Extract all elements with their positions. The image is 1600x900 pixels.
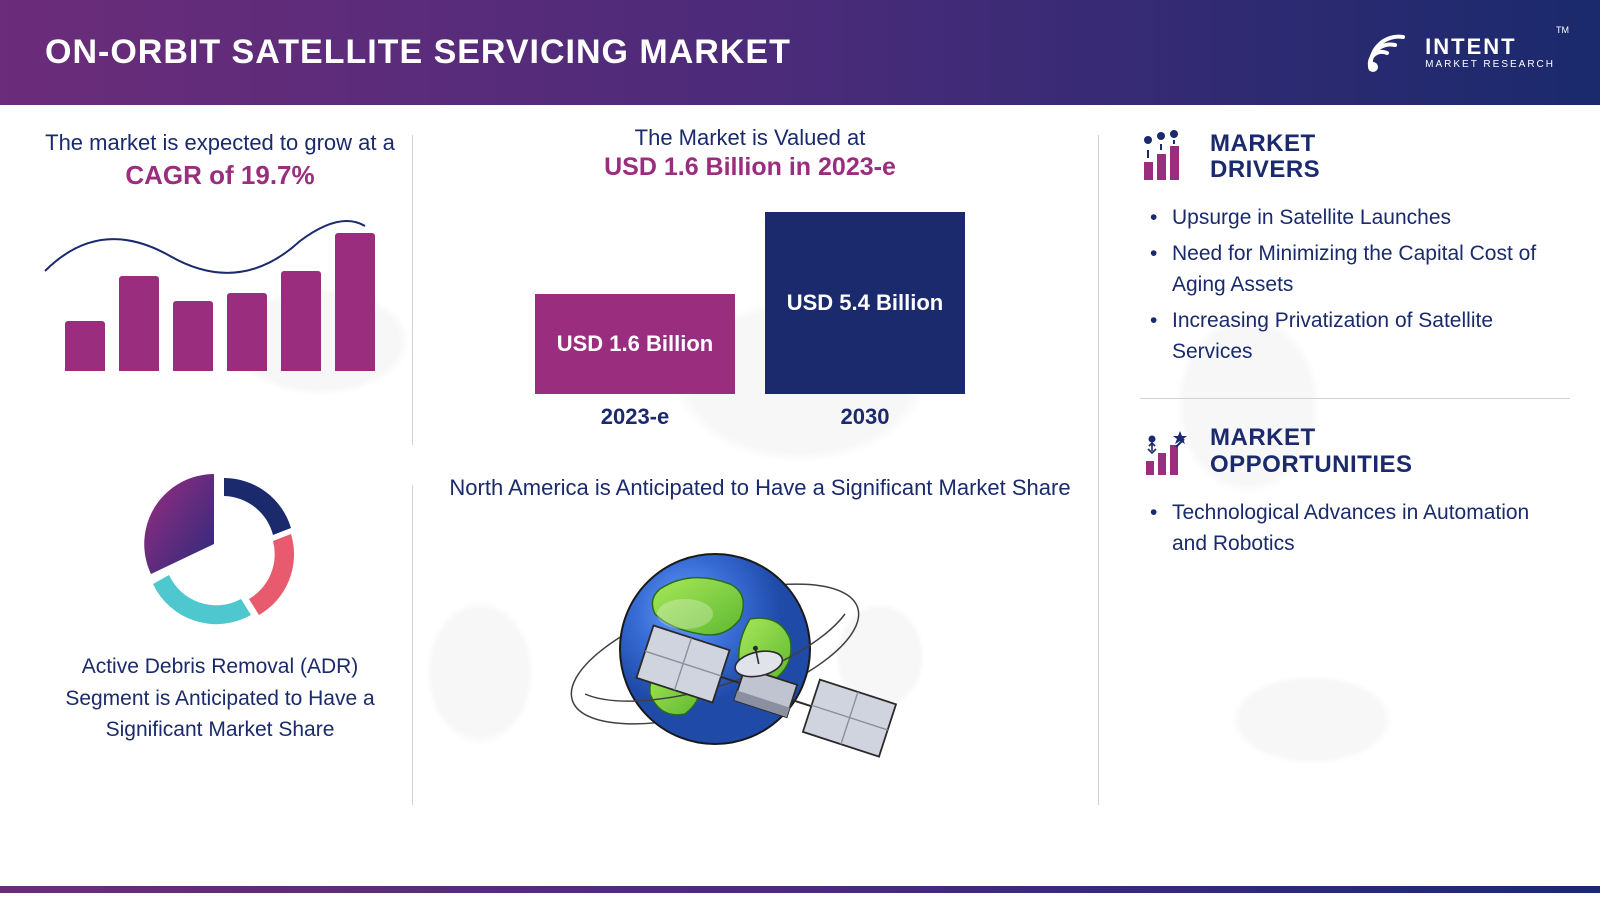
drivers-title: MARKETDRIVERS <box>1210 131 1320 184</box>
logo-text-main: INTENT <box>1425 36 1555 58</box>
driver-item: Need for Minimizing the Capital Cost of … <box>1150 238 1570 301</box>
mini-bar <box>227 293 267 371</box>
driver-item: Increasing Privatization of Satellite Se… <box>1150 305 1570 368</box>
valuation-chart: USD 1.6 Billion 2023-e USD 5.4 Billion 2… <box>440 210 1060 430</box>
mini-bar <box>173 301 213 371</box>
na-block: North America is Anticipated to Have a S… <box>440 475 1080 809</box>
divider <box>412 135 413 445</box>
drivers-icon <box>1140 130 1194 184</box>
drivers-list: Upsurge in Satellite Launches Need for M… <box>1140 202 1570 368</box>
opportunity-item: Technological Advances in Automation and… <box>1150 497 1570 560</box>
divider <box>412 485 413 805</box>
cagr-block: The market is expected to grow at a CAGR… <box>40 130 400 371</box>
cagr-line1: The market is expected to grow at a <box>40 130 400 156</box>
donut-block: Active Debris Removal (ADR) Segment is A… <box>40 465 400 746</box>
mini-bar <box>281 271 321 371</box>
right-divider <box>1140 398 1570 399</box>
driver-item: Upsurge in Satellite Launches <box>1150 202 1570 234</box>
opportunities-list: Technological Advances in Automation and… <box>1140 497 1570 560</box>
opportunities-head: MARKETOPPORTUNITIES <box>1140 425 1570 479</box>
opportunities-icon <box>1140 425 1194 479</box>
wifi-icon <box>1359 25 1415 81</box>
content-area: The market is expected to grow at a CAGR… <box>0 105 1600 893</box>
valuation-line2: USD 1.6 Billion in 2023-e <box>440 153 1060 182</box>
brand-logo: INTENT MARKET RESEARCH TM <box>1359 25 1555 81</box>
cagr-mini-chart <box>40 211 400 371</box>
page-title: ON-ORBIT SATELLITE SERVICING MARKET <box>45 33 791 72</box>
drivers-title-text: MARKETDRIVERS <box>1210 130 1320 183</box>
header: ON-ORBIT SATELLITE SERVICING MARKET INTE… <box>0 0 1600 105</box>
bar-2030: USD 5.4 Billion <box>765 212 965 394</box>
bar-label-2030: 2030 <box>841 404 890 430</box>
logo-tm: TM <box>1556 25 1569 35</box>
valuation-line1: The Market is Valued at <box>440 125 1060 151</box>
donut-chart <box>135 465 305 635</box>
bar-label-2023: 2023-e <box>601 404 670 430</box>
divider <box>1098 135 1099 805</box>
valuation-block: The Market is Valued at USD 1.6 Billion … <box>440 125 1060 430</box>
opportunities-title: MARKETOPPORTUNITIES <box>1210 425 1413 478</box>
mini-bar <box>65 321 105 371</box>
mini-bar <box>335 233 375 371</box>
mini-bar <box>119 276 159 371</box>
footer-bar <box>0 886 1600 893</box>
opportunities-title-text: MARKETOPPORTUNITIES <box>1210 424 1413 477</box>
valuation-bar-2030: USD 5.4 Billion 2030 <box>765 212 965 430</box>
valuation-bar-2023: USD 1.6 Billion 2023-e <box>535 294 735 430</box>
donut-text: Active Debris Removal (ADR) Segment is A… <box>40 651 400 746</box>
logo-text-sub: MARKET RESEARCH <box>1425 60 1555 70</box>
cagr-line2: CAGR of 19.7% <box>40 160 400 191</box>
drivers-head: MARKETDRIVERS <box>1140 130 1570 184</box>
globe-satellite-illustration <box>540 519 980 809</box>
na-text: North America is Anticipated to Have a S… <box>440 475 1080 501</box>
right-column: MARKETDRIVERS Upsurge in Satellite Launc… <box>1140 130 1570 564</box>
bar-2023: USD 1.6 Billion <box>535 294 735 394</box>
